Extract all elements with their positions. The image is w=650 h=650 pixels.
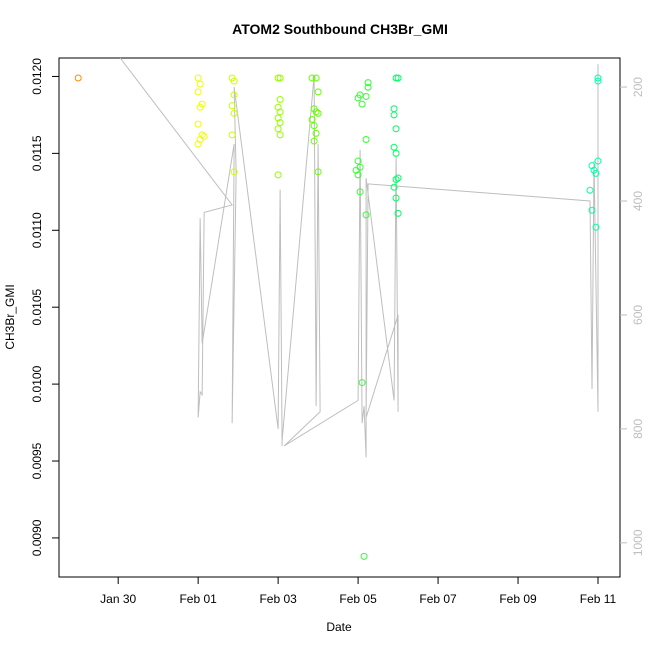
data-point xyxy=(230,168,238,176)
data-point xyxy=(274,103,282,111)
data-point xyxy=(74,74,82,82)
data-point xyxy=(310,137,318,145)
y-tick-label: 0.0090 xyxy=(30,519,44,556)
y-tick-label: 0.0095 xyxy=(30,442,44,479)
x-tick-label: Jan 30 xyxy=(100,592,136,606)
data-point xyxy=(312,108,320,116)
data-point xyxy=(274,74,282,82)
y-tick-label: 0.0105 xyxy=(30,289,44,326)
y-tick-label: 0.0115 xyxy=(30,135,44,171)
x-tick-label: Feb 01 xyxy=(179,592,217,606)
data-point xyxy=(364,83,372,91)
y2-tick-label: 800 xyxy=(631,419,645,439)
pressure-line xyxy=(119,57,599,458)
data-point xyxy=(362,136,370,144)
data-point xyxy=(360,552,368,560)
data-point xyxy=(312,129,320,137)
data-point xyxy=(274,125,282,133)
data-point xyxy=(194,88,202,96)
data-point xyxy=(314,109,322,117)
data-point xyxy=(198,131,206,139)
x-tick-label: Feb 09 xyxy=(499,592,537,606)
x-tick-label: Feb 03 xyxy=(259,592,297,606)
data-point xyxy=(354,157,362,165)
data-point xyxy=(392,74,400,82)
data-point xyxy=(594,157,602,165)
data-point xyxy=(314,88,322,96)
data-point xyxy=(194,120,202,128)
data-point xyxy=(276,108,284,116)
data-point xyxy=(310,122,318,130)
data-point xyxy=(392,125,400,133)
x-axis-label: Date xyxy=(326,620,352,634)
data-point xyxy=(274,114,282,122)
data-point xyxy=(594,77,602,85)
data-point xyxy=(314,168,322,176)
data-point xyxy=(592,169,600,177)
data-point xyxy=(196,103,204,111)
data-point xyxy=(586,186,594,194)
data-point xyxy=(276,131,284,139)
plot-box xyxy=(58,57,621,578)
data-point xyxy=(358,100,366,108)
data-point xyxy=(390,111,398,119)
data-point xyxy=(308,74,316,82)
data-point xyxy=(352,166,360,174)
y2-tick-label: 200 xyxy=(631,77,645,97)
data-point xyxy=(390,183,398,191)
data-point xyxy=(362,92,370,100)
data-point xyxy=(588,206,596,214)
data-point xyxy=(308,116,316,124)
data-point xyxy=(392,149,400,157)
y-tick-label: 0.0120 xyxy=(30,58,44,95)
data-point xyxy=(200,132,208,140)
data-point xyxy=(230,77,238,85)
data-point xyxy=(194,140,202,148)
data-point xyxy=(390,105,398,113)
data-point xyxy=(230,91,238,99)
x-tick-label: Feb 11 xyxy=(580,592,617,606)
data-point xyxy=(274,171,282,179)
y2-tick-label: 400 xyxy=(631,191,645,211)
y-tick-label: 0.0110 xyxy=(30,212,44,248)
data-point xyxy=(312,74,320,82)
data-point xyxy=(228,102,236,110)
data-point xyxy=(392,194,400,202)
y2-tick-label: 1000 xyxy=(631,529,645,556)
data-point xyxy=(394,174,402,182)
data-point xyxy=(356,188,364,196)
y-axis-label: CH3Br_GMI xyxy=(3,284,17,349)
data-point xyxy=(230,109,238,117)
data-point xyxy=(196,80,204,88)
data-point xyxy=(276,119,284,127)
y2-tick-label: 600 xyxy=(631,305,645,325)
data-point xyxy=(392,176,400,184)
data-point xyxy=(390,143,398,151)
data-point xyxy=(364,79,372,87)
data-point xyxy=(594,74,602,82)
data-point xyxy=(354,171,362,179)
data-point xyxy=(362,211,370,219)
data-point xyxy=(276,74,284,82)
y-tick-label: 0.0100 xyxy=(30,365,44,402)
data-point xyxy=(228,131,236,139)
data-point xyxy=(592,223,600,231)
data-point xyxy=(588,162,596,170)
data-point xyxy=(394,74,402,82)
data-point xyxy=(358,379,366,387)
data-point xyxy=(194,74,202,82)
data-point xyxy=(276,96,284,104)
x-tick-label: Feb 07 xyxy=(419,592,457,606)
data-point xyxy=(394,209,402,217)
x-tick-label: Feb 05 xyxy=(339,592,377,606)
chart-title: ATOM2 Southbound CH3Br_GMI xyxy=(232,21,448,37)
